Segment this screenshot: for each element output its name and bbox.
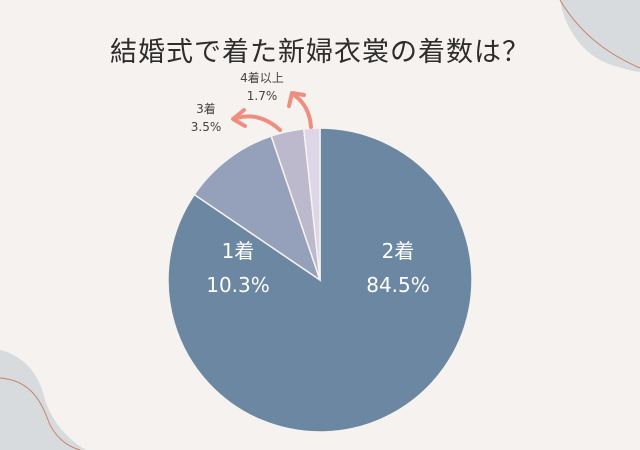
arrow-3-chaku bbox=[235, 114, 282, 132]
slice-label-4: 4着以上 bbox=[240, 70, 284, 85]
slice-value-1: 84.5% bbox=[366, 273, 430, 297]
slice-label-1: 2着 bbox=[382, 239, 415, 263]
slice-value-2: 10.3% bbox=[206, 273, 270, 297]
arrow-4-chaku bbox=[292, 93, 313, 129]
pie-slice-2 bbox=[193, 135, 322, 282]
decor-line-top-right bbox=[559, 0, 640, 69]
arrow-4-chaku-head bbox=[287, 91, 306, 108]
arrow-3-chaku-head bbox=[231, 108, 247, 128]
slice-value-4: 1.7% bbox=[247, 89, 278, 103]
slice-value-3: 3.5% bbox=[191, 120, 222, 134]
decor-line-bottom-left bbox=[0, 377, 81, 450]
slice-label-2: 1着 bbox=[222, 239, 255, 263]
slice-label-3: 3着 bbox=[196, 101, 216, 116]
decor-blob-top-right bbox=[560, 0, 640, 72]
decor-blob-bottom-left bbox=[0, 350, 86, 450]
chart-title: 結婚式で着た新婦衣裳の着数は？ bbox=[110, 37, 530, 68]
